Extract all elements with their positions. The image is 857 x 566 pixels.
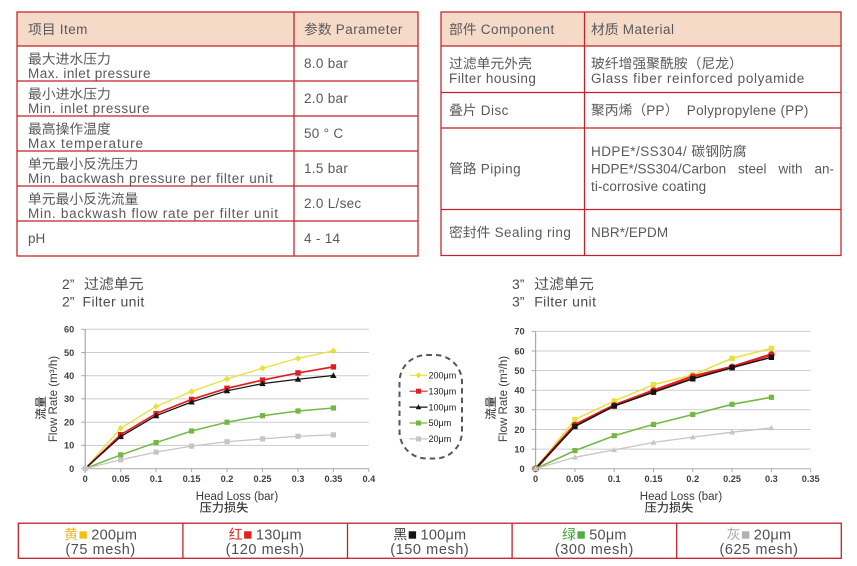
svg-text:4 - 14: 4 - 14: [304, 231, 341, 246]
svg-text:20μm: 20μm: [429, 434, 452, 444]
svg-text:pH: pH: [28, 231, 45, 246]
svg-text:(150 mesh): (150 mesh): [390, 542, 469, 558]
svg-text:Filter unit: Filter unit: [534, 293, 596, 309]
svg-text:Min. inlet pressure: Min. inlet pressure: [28, 101, 150, 116]
svg-text:Min. backwash flow rate per fi: Min. backwash flow rate per filter unit: [28, 206, 279, 221]
svg-text:100μm: 100μm: [429, 402, 457, 412]
svg-text:(625 mesh): (625 mesh): [719, 542, 798, 558]
svg-text:0.15: 0.15: [183, 474, 201, 484]
svg-text:200μm: 200μm: [429, 371, 457, 381]
svg-text:0.1: 0.1: [150, 474, 163, 484]
svg-text:HDPE*/SS304/: HDPE*/SS304/: [591, 144, 687, 159]
svg-text:ti-corrosive coating: ti-corrosive coating: [591, 179, 706, 194]
svg-text:2.0 bar: 2.0 bar: [304, 91, 348, 106]
svg-text:Piping: Piping: [481, 161, 521, 176]
svg-text:3”: 3”: [512, 276, 525, 292]
svg-text:(300 mesh): (300 mesh): [555, 542, 634, 558]
svg-text:0.2: 0.2: [686, 474, 699, 484]
svg-text:Max temperature: Max temperature: [28, 136, 144, 151]
svg-text:40: 40: [64, 371, 74, 381]
svg-text:PP: PP: [646, 103, 665, 118]
svg-text:(120 mesh): (120 mesh): [226, 542, 305, 558]
svg-text:50μm: 50μm: [589, 527, 627, 543]
svg-text:Disc: Disc: [481, 103, 509, 118]
svg-text:2”: 2”: [62, 276, 75, 292]
svg-text:50μm: 50μm: [429, 418, 452, 428]
svg-text:0: 0: [533, 474, 538, 484]
svg-text:0.2: 0.2: [221, 474, 234, 484]
svg-text:0: 0: [519, 464, 524, 474]
svg-text:Material: Material: [623, 22, 675, 37]
svg-text:60: 60: [514, 346, 524, 356]
svg-text:3”: 3”: [512, 293, 525, 309]
svg-text:0: 0: [69, 464, 74, 474]
svg-text:0.35: 0.35: [802, 474, 820, 484]
svg-text:Item: Item: [60, 22, 88, 37]
svg-text:30: 30: [64, 394, 74, 404]
svg-text:Min. backwash pressure per fil: Min. backwash pressure per filter unit: [28, 171, 273, 186]
svg-text:8.0 bar: 8.0 bar: [304, 56, 348, 71]
svg-text:Polypropylene (PP): Polypropylene (PP): [687, 103, 809, 118]
svg-text:(75 mesh): (75 mesh): [65, 542, 135, 558]
svg-text:0.4: 0.4: [363, 474, 377, 484]
svg-text:50: 50: [64, 348, 74, 358]
svg-text:20: 20: [514, 425, 524, 435]
svg-text:200μm: 200μm: [91, 527, 137, 543]
svg-text:1.5 bar: 1.5 bar: [304, 161, 348, 176]
svg-text:20μm: 20μm: [754, 527, 792, 543]
svg-text:30: 30: [514, 405, 524, 415]
svg-text:70: 70: [514, 327, 524, 337]
svg-text:HDPE*/SS304/Carbon steel with: HDPE*/SS304/Carbon steel with an-: [591, 162, 834, 177]
svg-text:2”: 2”: [62, 293, 75, 309]
svg-text:0.35: 0.35: [324, 474, 342, 484]
svg-text:Sealing ring: Sealing ring: [495, 225, 572, 240]
svg-text:50 ° C: 50 ° C: [304, 126, 343, 141]
svg-text:0: 0: [83, 474, 88, 484]
svg-text:0.05: 0.05: [112, 474, 130, 484]
svg-text:NBR*/EPDM: NBR*/EPDM: [591, 225, 668, 240]
svg-text:0.25: 0.25: [254, 474, 272, 484]
svg-text:130μm: 130μm: [429, 386, 457, 396]
svg-text:20: 20: [64, 418, 74, 428]
svg-text:10: 10: [514, 444, 524, 454]
svg-text:Max. inlet pressure: Max. inlet pressure: [28, 66, 151, 81]
svg-text:0.15: 0.15: [645, 474, 663, 484]
svg-text:0.05: 0.05: [566, 474, 584, 484]
svg-text:Flow Rate (m³/h): Flow Rate (m³/h): [497, 356, 510, 442]
svg-text:0.3: 0.3: [765, 474, 778, 484]
svg-text:60: 60: [64, 325, 74, 335]
svg-text:100μm: 100μm: [421, 527, 467, 543]
svg-text:Filter unit: Filter unit: [83, 293, 145, 309]
svg-text:2.0 L/sec: 2.0 L/sec: [304, 196, 361, 211]
svg-text:0.25: 0.25: [723, 474, 741, 484]
svg-text:Component: Component: [481, 22, 555, 37]
svg-text:40: 40: [514, 386, 524, 396]
svg-text:10: 10: [64, 441, 74, 451]
svg-text:Flow Rate (m³/h): Flow Rate (m³/h): [47, 356, 60, 442]
svg-text:50: 50: [514, 366, 524, 376]
svg-text:Parameter: Parameter: [336, 22, 403, 37]
svg-text:Head Loss (bar): Head Loss (bar): [640, 491, 723, 503]
svg-text:Head Loss (bar): Head Loss (bar): [196, 491, 279, 503]
svg-text:0.1: 0.1: [608, 474, 621, 484]
svg-text:Glass fiber reinforced polyami: Glass fiber reinforced polyamide: [591, 71, 805, 86]
svg-text:0.3: 0.3: [292, 474, 305, 484]
svg-text:Filter housing: Filter housing: [449, 71, 536, 86]
svg-text:130μm: 130μm: [256, 527, 302, 543]
